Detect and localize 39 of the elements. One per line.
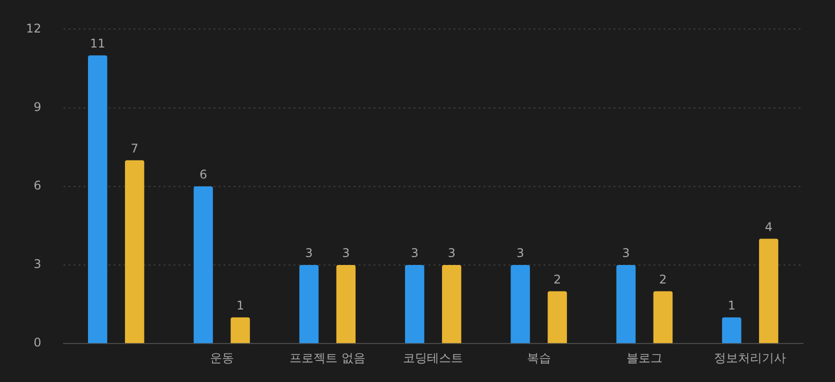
data-label: 3 [305,246,313,260]
bar [759,238,778,344]
data-label: 3 [342,246,350,260]
data-label: 6 [199,168,208,182]
x-tick-label: 운동 [210,350,234,365]
bar [299,265,319,344]
bar [194,186,213,344]
bar [230,317,250,344]
y-tick-label: 6 [34,178,42,193]
data-label: 3 [516,246,524,260]
data-label: 11 [90,36,106,51]
y-tick-label: 12 [26,21,42,36]
y-tick-label: 0 [34,336,42,350]
bar [616,265,636,344]
x-tick-label: 복습 [526,350,551,365]
bar [548,291,567,344]
bar [88,55,108,344]
bar [722,317,742,344]
x-tick-label: 프로젝트 없음 [290,350,366,365]
y-tick-label: 9 [34,100,42,114]
data-label: 2 [659,272,667,286]
data-label: 7 [130,141,138,156]
x-tick-label: 블로그 [626,350,662,365]
bar [405,265,424,344]
data-label: 1 [728,298,736,313]
bar [336,265,356,344]
data-label: 1 [236,298,244,313]
data-label: 4 [764,220,772,234]
bar [653,291,673,344]
bar [510,265,530,344]
data-label: 3 [448,246,456,260]
y-tick-label: 3 [34,257,42,272]
bar [442,265,462,344]
bar [124,160,144,344]
x-tick-label: 코딩테스트 [403,350,464,365]
x-tick-label: 정보처리기사 [714,350,786,365]
data-label: 3 [622,246,630,260]
data-label: 2 [553,272,562,286]
data-label: 3 [410,246,418,260]
